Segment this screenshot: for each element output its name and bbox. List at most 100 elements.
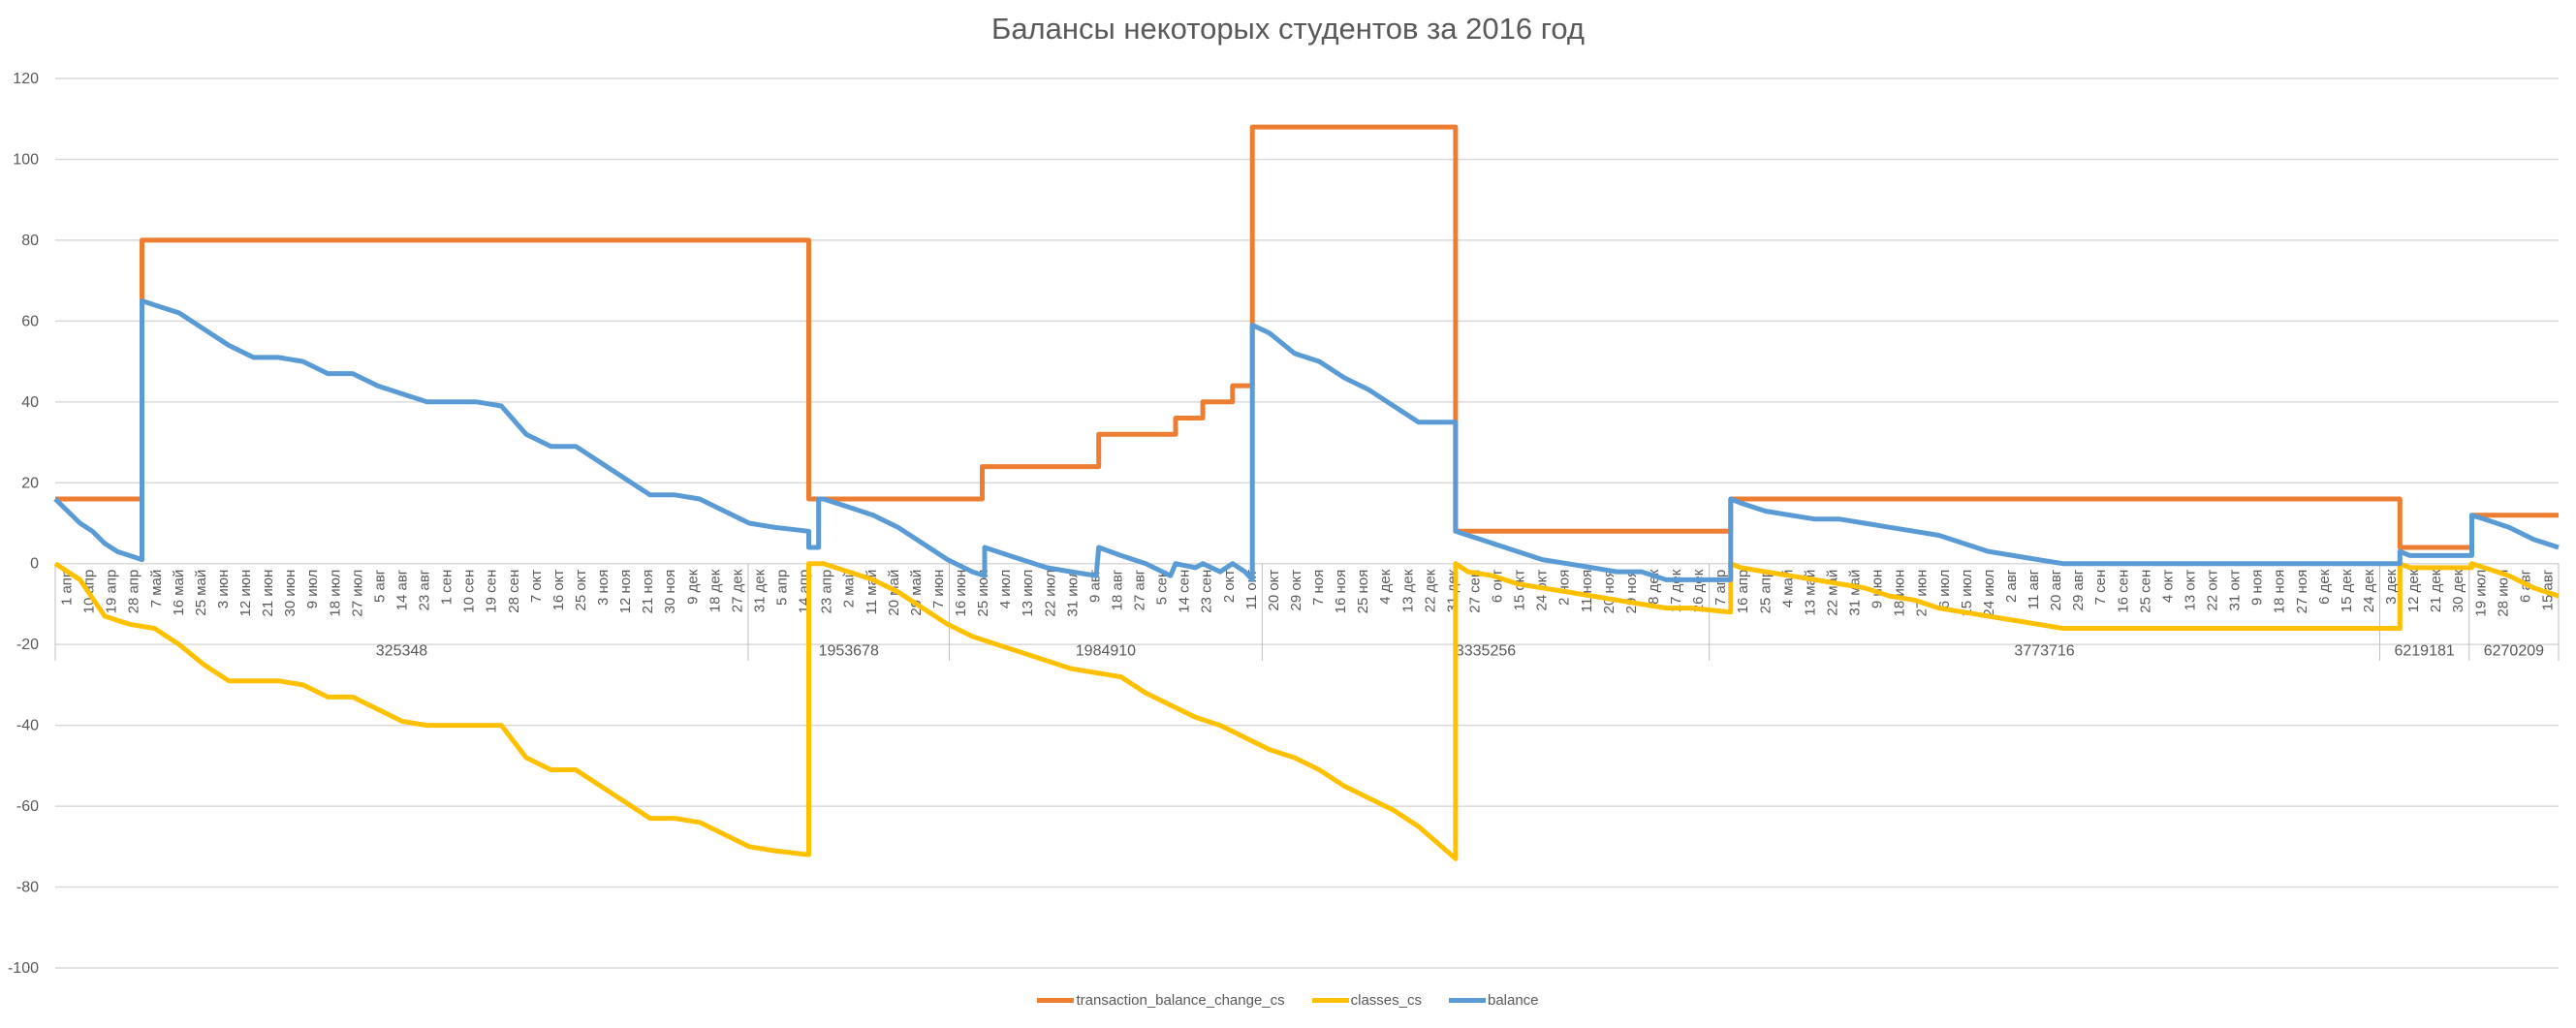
x-tick-label: 22 окт [2205, 570, 2221, 611]
legend-item-classes-cs: classes_cs [1311, 992, 1422, 1009]
y-tick-label: 0 [30, 556, 39, 573]
x-tick-label: 3 июн [215, 570, 232, 608]
chart-title: Балансы некоторых студентов за 2016 год [990, 12, 1586, 46]
x-tick-label: 9 авг [1086, 569, 1103, 603]
x-tick-label: 18 авг [1109, 569, 1125, 610]
x-tick-label: 9 дек [684, 569, 701, 605]
x-tick-label: 2 май [841, 570, 858, 608]
y-tick-label: 20 [21, 475, 39, 491]
x-tick-label: 30 ноя [662, 570, 678, 614]
x-tick-label: 18 июл [327, 570, 343, 617]
y-tick-label: -60 [16, 798, 39, 815]
legend-swatch-blue [1448, 998, 1486, 1003]
x-tick-label: 13 июл [1020, 570, 1036, 617]
x-tick-label: 25 окт [573, 570, 589, 611]
x-group-label: 325348 [376, 643, 427, 660]
x-tick-label: 12 ноя [617, 570, 634, 614]
y-tick-label: 40 [21, 394, 39, 411]
y-axis-ticks: -100 -80 -60 -40 -20 0 20 40 60 80 100 120 [8, 71, 39, 977]
x-tick-label: 3 ноя [595, 570, 612, 606]
x-tick-label: 21 ноя [640, 570, 656, 614]
x-tick-label: 23 авг [417, 569, 433, 610]
gridlines [55, 78, 2559, 969]
x-tick-label: 22 дек [1422, 569, 1438, 612]
x-tick-label: 29 ноя [1623, 570, 1640, 614]
x-tick-label: 15 окт [1512, 570, 1528, 611]
x-tick-label: 5 сен [1154, 570, 1171, 606]
x-tick-label: 11 ноя [1579, 570, 1595, 613]
x-tick-label: 7 окт [528, 570, 545, 604]
x-tick-label: 21 июн [260, 570, 276, 617]
x-tick-label: 27 сен [1466, 570, 1483, 613]
x-tick-label: 23 апр [819, 570, 835, 614]
x-tick-label: 6 июл [1936, 570, 1953, 609]
x-tick-label: 16 сен [2115, 570, 2131, 613]
x-tick-label: 5 авг [371, 569, 388, 603]
y-tick-label: -80 [16, 880, 39, 896]
x-tick-label: 13 дек [1399, 569, 1416, 612]
x-group-label: 3335256 [1456, 643, 1516, 660]
x-tick-label: 7 апр [1712, 570, 1729, 606]
x-tick-label: 6 дек [2316, 569, 2333, 605]
x-tick-label: 2 авг [2003, 569, 2020, 603]
x-group-label: 1984910 [1076, 643, 1136, 660]
x-tick-label: 19 июл [2472, 570, 2489, 617]
series-line-transaction-balance-change-cs [55, 124, 2559, 550]
legend-swatch-yellow [1311, 998, 1349, 1003]
x-tick-label: 15 июл [1959, 570, 1975, 617]
x-tick-label: 7 сен [2092, 570, 2109, 606]
x-tick-label: 31 май [1847, 570, 1864, 616]
x-tick-label: 22 май [1824, 570, 1840, 616]
x-tick-label: 27 дек [729, 569, 745, 612]
legend-label: balance [1487, 992, 1539, 1009]
x-tick-label: 7 июн [930, 570, 947, 608]
x-tick-label: 18 июн [1892, 570, 1908, 617]
x-tick-label: 30 июн [282, 570, 298, 617]
x-tick-label: 9 ноя [2249, 570, 2266, 606]
y-tick-label: 100 [13, 151, 39, 168]
x-tick-label: 21 дек [2428, 569, 2444, 612]
x-tick-label: 18 дек [707, 569, 723, 612]
x-tick-label: 4 май [1779, 570, 1796, 608]
x-tick-label: 31 дек [1444, 569, 1461, 612]
x-tick-label: 18 ноя [2272, 570, 2288, 614]
x-tick-label: 10 сен [461, 570, 478, 613]
x-group-label: 6219181 [2394, 643, 2454, 660]
legend-swatch-orange [1037, 998, 1075, 1003]
x-tick-label: 20 май [886, 570, 902, 616]
legend-item-transaction-balance-change-cs: transaction_balance_change_cs [1037, 992, 1285, 1009]
x-tick-label: 2 ноя [1556, 570, 1573, 606]
x-tick-label: 2 окт [1221, 570, 1238, 604]
x-tick-label: 31 окт [2227, 570, 2244, 611]
x-tick-label: 28 июл [2495, 570, 2511, 617]
x-group-label: 3773716 [2014, 643, 2074, 660]
x-tick-label: 7 май [148, 570, 165, 608]
x-tick-label: 23 сен [1199, 570, 1215, 613]
x-tick-label: 25 ноя [1355, 570, 1371, 614]
x-tick-label: 1 апр [59, 570, 76, 606]
y-tick-label: 120 [13, 71, 39, 87]
x-tick-label: 16 окт [550, 570, 567, 611]
series-line-classes-cs [53, 561, 2560, 861]
legend-label: classes_cs [1350, 992, 1422, 1009]
x-tick-label: 7 ноя [1310, 570, 1327, 606]
x-tick-label: 27 ноя [2294, 570, 2310, 614]
y-tick-label: -40 [16, 718, 39, 734]
x-tick-label: 12 июн [237, 570, 254, 617]
x-tick-label: 25 июн [975, 570, 991, 617]
x-tick-label: 20 окт [1266, 570, 1282, 611]
x-tick-label: 20 ноя [1601, 570, 1618, 614]
x-tick-label: 11 окт [1243, 570, 1260, 610]
x-tick-label: 27 июл [349, 570, 365, 617]
x-tick-label: 27 июн [1914, 570, 1931, 617]
x-tick-label: 4 дек [1377, 569, 1394, 605]
x-tick-label: 5 апр [774, 570, 791, 606]
x-tick-label: 13 окт [2182, 570, 2198, 611]
x-tick-label: 25 сен [2137, 570, 2153, 613]
x-tick-label: 19 сен [484, 570, 500, 613]
x-tick-label: 16 апр [1735, 570, 1751, 614]
x-tick-label: 14 авг [393, 569, 410, 610]
legend-item-balance: balance [1448, 992, 1539, 1009]
x-tick-label: 9 июл [304, 570, 321, 609]
